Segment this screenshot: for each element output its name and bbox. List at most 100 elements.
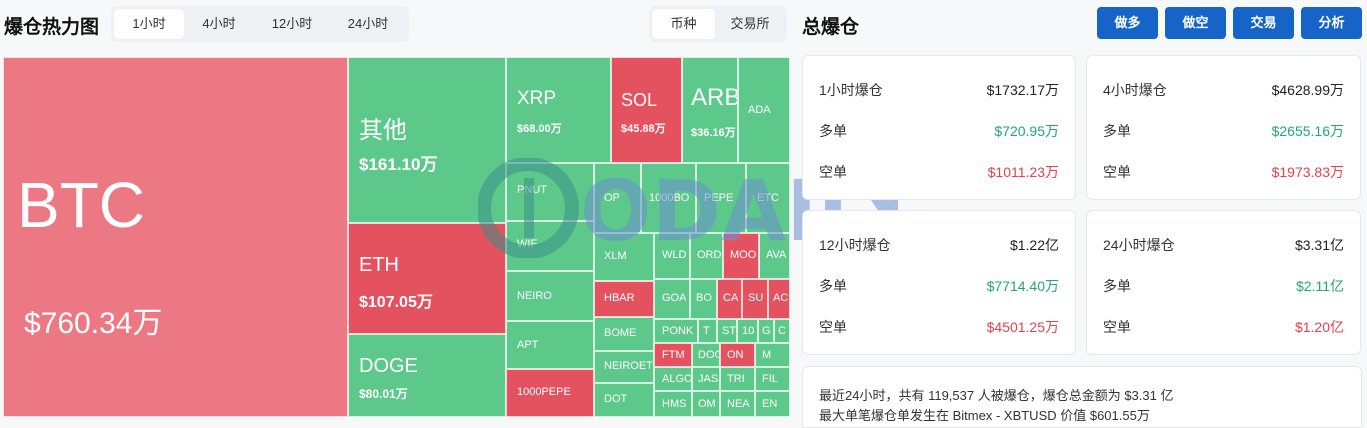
cell-name: ORD [697, 249, 722, 261]
cell-name: FIL [762, 373, 778, 385]
cell-value: $760.34万 [24, 307, 163, 340]
treemap-cell-etc[interactable]: ETC [746, 163, 790, 233]
cell-name: T [703, 325, 710, 337]
short-value: $1973.83万 [1271, 164, 1344, 180]
treemap-cell-doge[interactable]: DOGE $80.01万 [348, 334, 506, 417]
treemap-cell-xrp[interactable]: XRP $68.00万 [506, 57, 611, 163]
treemap-cell-bome[interactable]: BOME [594, 317, 654, 351]
treemap-cell-apt[interactable]: APT [506, 321, 594, 369]
treemap-cell-eth[interactable]: ETH $107.05万 [348, 223, 506, 334]
cell-name: ON [727, 349, 744, 361]
analysis-button[interactable]: 分析 [1301, 7, 1362, 39]
treemap-cell-g[interactable]: G [758, 319, 774, 343]
cell-name: ALGO [662, 373, 692, 385]
cell-name: C [778, 325, 786, 337]
trade-button[interactable]: 交易 [1233, 7, 1294, 39]
treemap-cell-c[interactable]: C [774, 319, 790, 343]
total-title: 总爆仓 [802, 17, 860, 38]
cell-value: $68.00万 [517, 123, 562, 135]
treemap-cell-neiro[interactable]: NEIRO [506, 271, 594, 321]
treemap-cell-dot[interactable]: DOT [594, 383, 654, 417]
treemap-cell-fil[interactable]: FIL [755, 367, 790, 391]
treemap-cell-xlm[interactable]: XLM [594, 233, 654, 281]
tab-1h[interactable]: 1小时 [114, 9, 184, 39]
cell-value: $161.10万 [359, 155, 438, 174]
cell-name: 10 [742, 325, 755, 337]
treemap-cell-algo[interactable]: ALGO [654, 367, 692, 391]
cell-name: 其他 [359, 117, 407, 144]
treemap-cell-neiroeth[interactable]: NEIROET [594, 351, 654, 383]
cell-name: PNUT [517, 184, 547, 196]
cell-name: BO [696, 292, 712, 304]
treemap-cell-1000bonk[interactable]: 1000BO [641, 163, 696, 233]
treemap-cell-1000pepe[interactable]: 1000PEPE [506, 369, 594, 417]
treemap-cell-pnut[interactable]: PNUT [506, 163, 594, 221]
treemap-cell-other[interactable]: 其他 $161.10万 [348, 57, 506, 223]
cell-name: NEIROET [604, 360, 653, 372]
treemap-cell-ponk[interactable]: PONK [654, 319, 698, 343]
treemap-cell-wld[interactable]: WLD [654, 233, 690, 279]
treemap-cell-m[interactable]: M [755, 343, 790, 367]
treemap-cell-st[interactable]: ST [717, 319, 737, 343]
short-label: 空单 [819, 164, 847, 180]
treemap-cell-om[interactable]: OM [692, 391, 720, 417]
treemap-cell-btc[interactable]: BTC $760.34万 [3, 57, 348, 417]
cell-name: PEPE [704, 192, 734, 204]
heatmap-title: 爆仓热力图 [4, 17, 100, 38]
short-button[interactable]: 做空 [1165, 7, 1226, 39]
card-total: $4628.99万 [1271, 82, 1344, 98]
treemap-cell-op[interactable]: OP [594, 163, 641, 233]
treemap-cell-10[interactable]: 10 [737, 319, 758, 343]
treemap-cell-moo[interactable]: MOO [723, 233, 759, 279]
treemap-cell-jas[interactable]: JAS [692, 367, 720, 391]
treemap-cell-en[interactable]: EN [755, 391, 790, 417]
cell-name: BTC [17, 169, 145, 241]
treemap-cell-pepe[interactable]: PEPE [696, 163, 746, 233]
summary-panel: 最近24小时，共有 119,537 人被爆仓，爆仓总金额为 $3.31 亿 最大… [802, 366, 1362, 428]
tab-coin[interactable]: 币种 [652, 9, 715, 39]
long-label: 多单 [819, 123, 847, 139]
treemap-cell-bo[interactable]: BO [690, 279, 717, 319]
tab-4h[interactable]: 4小时 [202, 16, 236, 31]
treemap-cell-dog[interactable]: DOG [692, 343, 720, 367]
treemap-cell-goa[interactable]: GOA [654, 279, 690, 319]
long-button[interactable]: 做多 [1097, 7, 1158, 39]
summary-line-2: 最大单笔爆仓单发生在 Bitmex - XBTUSD 价值 $601.55万 [819, 408, 1150, 423]
short-label: 空单 [1103, 164, 1131, 180]
cell-name: M [762, 349, 772, 361]
treemap-cell-ftm[interactable]: FTM [654, 343, 692, 367]
treemap-cell-tri[interactable]: TRI [720, 367, 755, 391]
treemap-cell-on[interactable]: ON [720, 343, 755, 367]
cell-name: HBAR [604, 292, 635, 304]
tab-24h[interactable]: 24小时 [347, 16, 389, 31]
long-value: $2655.16万 [1271, 123, 1344, 139]
treemap-cell-nea[interactable]: NEA [720, 391, 755, 417]
card-period: 12小时爆仓 [819, 237, 891, 253]
treemap-cell-arb[interactable]: ARB $36.16万 [682, 57, 738, 163]
treemap-cell-ava[interactable]: AVA [759, 233, 790, 279]
treemap-cell-hbar[interactable]: HBAR [594, 281, 654, 317]
cell-name: SU [748, 292, 764, 304]
summary-line-1: 最近24小时，共有 119,537 人被爆仓，爆仓总金额为 $3.31 亿 [819, 388, 1174, 403]
card-period: 1小时爆仓 [819, 82, 883, 98]
cell-name: CA [723, 292, 739, 304]
treemap-cell-ord[interactable]: ORD [690, 233, 723, 279]
treemap-cell-wif[interactable]: WIF [506, 221, 594, 271]
treemap-cell-hms[interactable]: HMS [654, 391, 692, 417]
group-tabs: 币种 交易所 [649, 6, 787, 42]
card-total: $1.22亿 [1009, 237, 1059, 253]
stat-card-24h: 24小时爆仓 $3.31亿 多单 $2.11亿 空单 $1.20亿 [1086, 210, 1361, 355]
treemap-cell-ca[interactable]: CA [717, 279, 742, 319]
treemap-cell-ada[interactable]: ADA [738, 57, 790, 163]
short-value: $4501.25万 [986, 319, 1059, 335]
card-period: 4小时爆仓 [1103, 82, 1167, 98]
cell-name: TRI [727, 373, 745, 385]
tab-12h[interactable]: 12小时 [271, 16, 313, 31]
treemap-cell-su[interactable]: SU [742, 279, 768, 319]
tab-exchange[interactable]: 交易所 [730, 16, 770, 31]
treemap-cell-sol[interactable]: SOL $45.88万 [611, 57, 682, 163]
treemap-cell-ac[interactable]: AC [768, 279, 790, 319]
treemap-cell-t[interactable]: T [698, 319, 717, 343]
cell-name: DOGE [359, 355, 418, 377]
